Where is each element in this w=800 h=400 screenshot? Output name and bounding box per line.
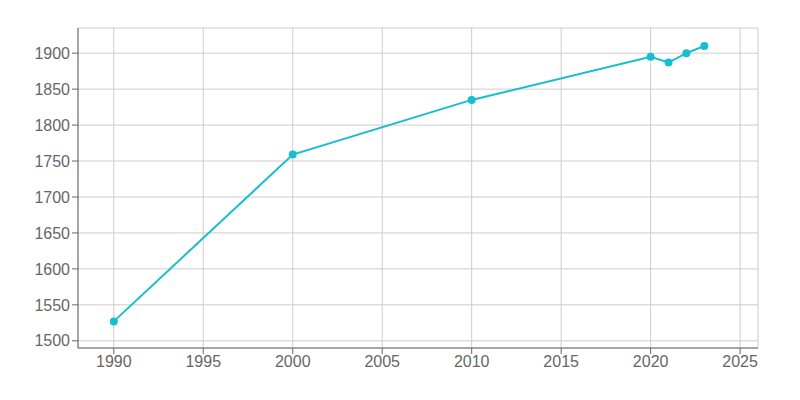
- svg-text:2020: 2020: [633, 353, 669, 370]
- svg-text:1850: 1850: [34, 81, 70, 98]
- svg-text:1550: 1550: [34, 297, 70, 314]
- svg-text:1700: 1700: [34, 189, 70, 206]
- svg-text:1900: 1900: [34, 45, 70, 62]
- svg-text:1750: 1750: [34, 153, 70, 170]
- svg-text:2025: 2025: [722, 353, 758, 370]
- svg-text:1990: 1990: [96, 353, 132, 370]
- svg-text:2010: 2010: [454, 353, 490, 370]
- svg-text:1500: 1500: [34, 332, 70, 349]
- svg-text:2005: 2005: [364, 353, 400, 370]
- svg-text:1650: 1650: [34, 225, 70, 242]
- svg-text:1800: 1800: [34, 117, 70, 134]
- svg-text:2000: 2000: [275, 353, 311, 370]
- svg-text:2015: 2015: [543, 353, 579, 370]
- svg-text:1995: 1995: [185, 353, 221, 370]
- svg-text:1600: 1600: [34, 261, 70, 278]
